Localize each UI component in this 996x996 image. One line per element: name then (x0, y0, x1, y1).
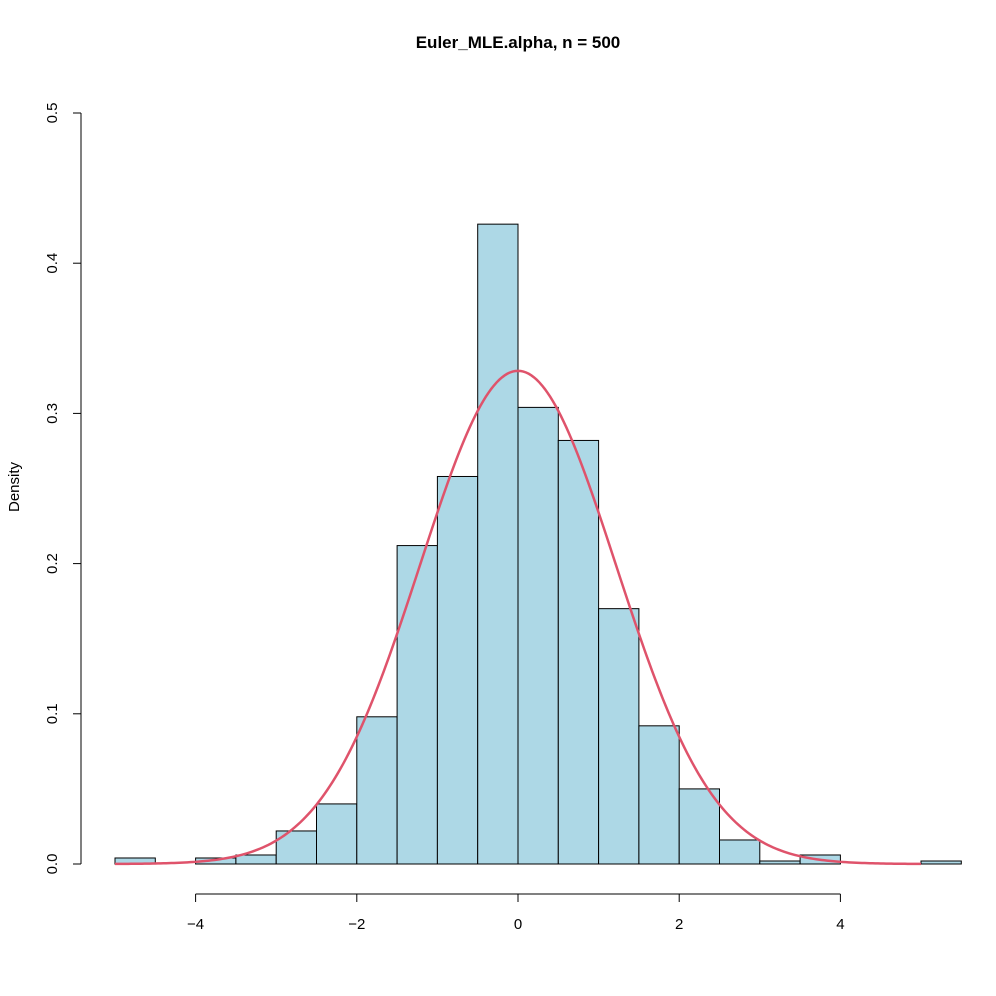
histogram-bar (477, 223, 519, 865)
x-axis: −4 −2 0 2 4 (187, 893, 845, 933)
x-tick-label: −4 (187, 916, 204, 933)
y-axis-label: Density (6, 461, 23, 512)
density-curve (114, 369, 922, 866)
histogram-bar (235, 854, 277, 865)
x-tick-label: 2 (675, 916, 683, 933)
histogram-bar (356, 716, 398, 865)
histogram-bar (638, 725, 680, 865)
x-tick-label: −2 (348, 916, 365, 933)
histogram-bar (598, 608, 640, 865)
histogram-bar (316, 803, 358, 865)
histogram-bar (436, 475, 479, 865)
histogram-bar (557, 439, 600, 865)
x-tick-label: 4 (836, 916, 844, 933)
histogram-bar (759, 860, 801, 865)
histogram-bar (396, 545, 438, 865)
y-tick-label: 0.4 (44, 253, 61, 274)
x-tick-label: 0 (514, 916, 522, 933)
y-tick-label: 0.2 (44, 553, 61, 574)
y-tick-label: 0.1 (44, 703, 61, 724)
histogram-bar (719, 839, 761, 865)
y-tick-label: 0.3 (44, 403, 61, 424)
histogram-bar (920, 860, 962, 865)
histogram-bar (517, 406, 559, 865)
y-tick-label: 0.5 (44, 103, 61, 124)
histogram-bar (678, 788, 721, 865)
histogram-bars (114, 223, 962, 865)
y-axis: 0.0 0.1 0.2 0.3 0.4 0.5 (44, 103, 82, 875)
y-tick-label: 0.0 (44, 854, 61, 875)
chart-title: Euler_MLE.alpha, n = 500 (416, 33, 621, 52)
